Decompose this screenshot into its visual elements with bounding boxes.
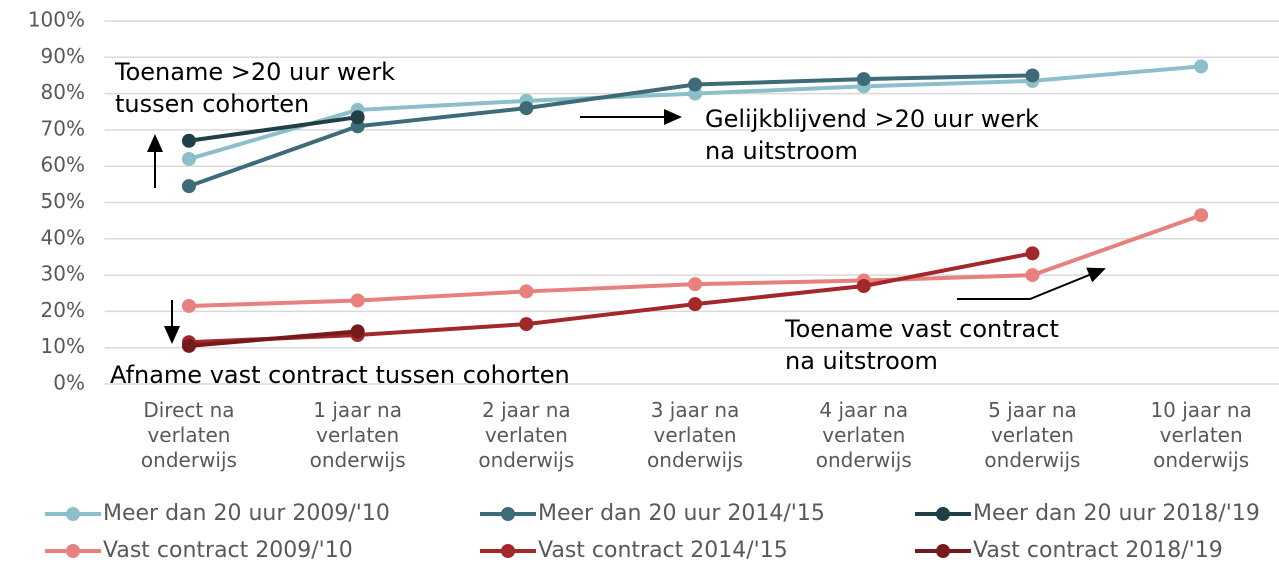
- x-tick-label: Direct na verlaten onderwijs: [140, 398, 237, 472]
- legend-label: Meer dan 20 uur 2018/'19: [973, 501, 1260, 526]
- legend-swatch: [66, 507, 80, 521]
- point: [688, 297, 703, 312]
- y-tick-label: 50%: [41, 189, 85, 213]
- point: [350, 324, 365, 339]
- series-line: [188, 213, 1202, 308]
- legend-label: Vast contract 2014/'15: [538, 538, 788, 563]
- series-line: [188, 115, 358, 143]
- y-tick-label: 10%: [41, 334, 85, 358]
- point: [350, 293, 365, 308]
- y-tick-label: 30%: [41, 262, 85, 286]
- point: [856, 72, 871, 87]
- point: [181, 338, 196, 353]
- annotation: Afname vast contract tussen cohorten: [110, 361, 570, 389]
- point: [350, 110, 365, 125]
- legend-swatch: [936, 544, 950, 558]
- legend-swatch: [501, 507, 515, 521]
- x-tick-label: 5 jaar na verlaten onderwijs: [984, 398, 1081, 472]
- y-tick-label: 80%: [41, 80, 85, 104]
- series-line: [188, 251, 1033, 345]
- legend-label: Meer dan 20 uur 2009/'10: [103, 501, 390, 526]
- annotation: Toename >20 uur werk tussen cohorten: [115, 58, 396, 118]
- point: [181, 133, 196, 148]
- annotation: Gelijkblijvend >20 uur werk na uitstroom: [705, 105, 1039, 165]
- y-tick-label: 60%: [41, 153, 85, 177]
- x-tick-label: 10 jaar na verlaten onderwijs: [1150, 398, 1252, 472]
- x-tick-label: 1 jaar na verlaten onderwijs: [309, 398, 406, 472]
- point: [688, 277, 703, 292]
- point: [856, 278, 871, 293]
- point: [181, 179, 196, 194]
- point: [519, 101, 534, 116]
- x-tick-label: 4 jaar na verlaten onderwijs: [815, 398, 912, 472]
- point: [519, 317, 534, 332]
- x-tick-label: 2 jaar na verlaten onderwijs: [478, 398, 575, 472]
- legend-label: Meer dan 20 uur 2014/'15: [538, 501, 825, 526]
- series-line: [188, 73, 1033, 189]
- point: [181, 298, 196, 313]
- arrow: [957, 267, 1106, 300]
- y-tick-label: 90%: [41, 44, 85, 68]
- legend-swatch: [501, 544, 515, 558]
- y-tick-label: 20%: [41, 298, 85, 322]
- series-line: [188, 329, 358, 348]
- legend-label: Vast contract 2018/'19: [973, 538, 1223, 563]
- point: [181, 151, 196, 166]
- y-tick-label: 100%: [28, 8, 85, 32]
- y-tick-label: 40%: [41, 225, 85, 249]
- point: [1025, 68, 1040, 83]
- point: [1194, 59, 1209, 74]
- legend-swatch: [936, 507, 950, 521]
- annotation: Toename vast contract na uitstroom: [785, 315, 1059, 375]
- point: [1194, 208, 1209, 223]
- point: [519, 284, 534, 299]
- y-tick-label: 0%: [53, 371, 85, 395]
- point: [688, 77, 703, 92]
- legend-label: Vast contract 2009/'10: [103, 538, 353, 563]
- y-tick-label: 70%: [41, 116, 85, 140]
- legend-swatch: [66, 544, 80, 558]
- point: [1025, 268, 1040, 283]
- point: [1025, 246, 1040, 261]
- x-tick-label: 3 jaar na verlaten onderwijs: [647, 398, 744, 472]
